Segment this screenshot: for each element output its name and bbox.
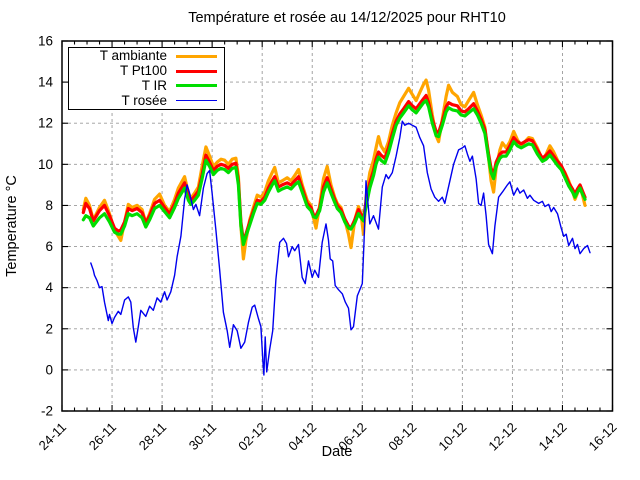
series-line-3 (90, 120, 591, 376)
series-line-1 (81, 93, 587, 243)
legend-label-ir: T IR (141, 77, 167, 93)
legend-label-ambiante: T ambiante (99, 48, 167, 64)
x-axis-label: Date (322, 444, 353, 460)
legend-line-rosee-icon (176, 99, 217, 102)
y-tick-label: 6 (45, 239, 53, 254)
legend-item-pt100: T Pt100 (73, 64, 217, 79)
x-tick-label: 30-11 (186, 420, 219, 453)
x-tick-label: 16-12 (586, 420, 620, 454)
y-axis-label: Temperature °C (4, 175, 20, 277)
x-tick-label: 26-11 (86, 420, 119, 453)
x-tick-label: 02-12 (235, 420, 269, 454)
x-tick-label: 12-12 (485, 420, 519, 454)
legend-line-ambiante-icon (176, 54, 217, 58)
y-tick-label: 10 (38, 157, 53, 172)
y-tick-label: 14 (38, 75, 54, 90)
legend-line-pt100-icon (176, 69, 217, 73)
chart-title: Température et rosée au 14/12/2025 pour … (188, 10, 506, 26)
y-tick-label: 8 (45, 198, 53, 213)
y-tick-label: 4 (45, 280, 53, 295)
y-tick-label: -2 (41, 404, 53, 419)
x-tick-label: 14-12 (535, 420, 569, 454)
legend-item-ambiante: T ambiante (73, 49, 217, 64)
legend-label-rosee: T rosée (121, 92, 167, 108)
x-tick-label: 24-11 (36, 420, 69, 453)
x-tick-label: 08-12 (385, 420, 419, 454)
y-tick-label: 12 (38, 116, 53, 131)
series-line-2 (81, 98, 587, 247)
legend-item-rosee: T rosée (73, 93, 217, 108)
legend-line-ir-icon (176, 84, 217, 88)
x-tick-label: 04-12 (285, 420, 319, 454)
x-tick-label: 10-12 (435, 420, 469, 454)
y-tick-label: 0 (45, 362, 53, 377)
legend-label-pt100: T Pt100 (119, 63, 167, 79)
y-tick-label: 16 (38, 34, 53, 49)
y-tick-label: 2 (45, 321, 53, 336)
legend-item-ir: T IR (73, 77, 217, 94)
legend: T ambiante T Pt100 T IR T rosée (68, 47, 225, 110)
x-tick-label: 28-11 (136, 420, 169, 453)
